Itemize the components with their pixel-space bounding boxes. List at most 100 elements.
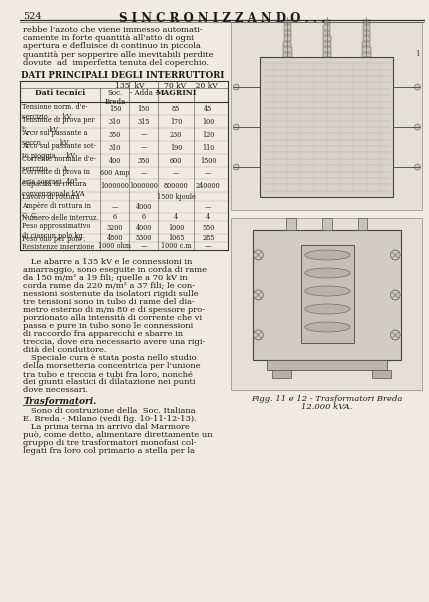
Circle shape xyxy=(414,164,420,170)
Bar xyxy=(284,36,291,40)
Bar xyxy=(323,25,330,29)
Text: Capacità di rottura
convenzionale kVA: Capacità di rottura convenzionale kVA xyxy=(22,180,87,198)
Text: Dati tecnici: Dati tecnici xyxy=(35,89,86,97)
Bar xyxy=(358,218,367,230)
Text: 310: 310 xyxy=(109,143,121,152)
Text: 1000000: 1000000 xyxy=(100,181,129,190)
Text: —: — xyxy=(141,169,147,177)
Circle shape xyxy=(254,330,263,340)
Text: —: — xyxy=(141,242,147,250)
Text: corda rame da 220 m/m² a 37 fili; le con-: corda rame da 220 m/m² a 37 fili; le con… xyxy=(23,282,196,290)
Text: 150: 150 xyxy=(138,105,150,113)
Text: 4800: 4800 xyxy=(107,234,123,242)
Bar xyxy=(324,19,330,24)
Text: Peso approssimativo
di ciascun polo kg.: Peso approssimativo di ciascun polo kg. xyxy=(22,222,91,240)
Text: 1500: 1500 xyxy=(200,157,217,164)
Bar xyxy=(372,370,391,378)
Text: 100: 100 xyxy=(202,117,214,125)
Text: legati fra loro col primario a stella per la: legati fra loro col primario a stella pe… xyxy=(23,447,195,455)
Text: 4000: 4000 xyxy=(136,223,152,232)
Bar xyxy=(323,52,331,57)
Ellipse shape xyxy=(305,268,350,278)
Bar xyxy=(284,19,290,24)
Circle shape xyxy=(390,290,400,300)
Text: Sono di costruzione della  Soc. Italiana: Sono di costruzione della Soc. Italiana xyxy=(23,407,196,415)
Bar xyxy=(323,36,331,40)
Text: Speciale cura è stata posta nello studio: Speciale cura è stata posta nello studio xyxy=(23,354,197,362)
Text: Arco sul passante a
secco . . . . kV: Arco sul passante a secco . . . . kV xyxy=(22,129,88,147)
Text: Tensione di prova per
l' . . . . . kV: Tensione di prova per l' . . . . . kV xyxy=(22,116,95,134)
Ellipse shape xyxy=(305,250,350,260)
Bar xyxy=(253,230,401,360)
Text: 4: 4 xyxy=(174,213,178,221)
Bar xyxy=(267,360,387,370)
Circle shape xyxy=(390,250,400,260)
Circle shape xyxy=(414,84,420,90)
Text: —: — xyxy=(205,169,211,177)
Text: dità del conduttore.: dità del conduttore. xyxy=(23,346,107,354)
Text: dei giunti elastici di dilatazione nei punti: dei giunti elastici di dilatazione nei p… xyxy=(23,378,196,386)
Text: 600 Amp: 600 Amp xyxy=(100,169,130,177)
Text: 315: 315 xyxy=(138,117,150,125)
Text: —: — xyxy=(141,131,147,138)
Text: quantità per sopperire alle inevitabili perdite: quantità per sopperire alle inevitabili … xyxy=(23,51,214,58)
Text: tra tubo e treccia e tubi fra loro, nonché: tra tubo e treccia e tubi fra loro, nonc… xyxy=(23,370,193,378)
Bar xyxy=(322,218,332,230)
Text: può, come detto, alimentare direttamente un: può, come detto, alimentare direttamente… xyxy=(23,431,213,439)
Text: —: — xyxy=(112,203,118,211)
Text: treccia, dove era necessario avere una rigi-: treccia, dove era necessario avere una r… xyxy=(23,338,206,346)
Text: 4000: 4000 xyxy=(136,203,152,211)
Bar xyxy=(363,42,370,46)
Text: gruppo di tre trasformatori monofasi col-: gruppo di tre trasformatori monofasi col… xyxy=(23,439,197,447)
Text: - Adda -: - Adda - xyxy=(130,89,157,97)
Text: Corrente normale d'e-
sercizio . . . A: Corrente normale d'e- sercizio . . . A xyxy=(22,155,96,173)
Text: 600: 600 xyxy=(170,157,182,164)
Text: E. Breda - Milano (vedi fig. 10-11-12-13).: E. Breda - Milano (vedi fig. 10-11-12-13… xyxy=(23,415,197,423)
Text: Lavoro di rottura: Lavoro di rottura xyxy=(22,193,80,201)
Text: di raccordo fra apparecchi e sbarre in: di raccordo fra apparecchi e sbarre in xyxy=(23,330,184,338)
Bar xyxy=(323,42,331,46)
Bar xyxy=(363,25,370,29)
Text: 70 kV    20 kV: 70 kV 20 kV xyxy=(163,82,218,90)
Text: 550: 550 xyxy=(202,223,214,232)
Text: 3200: 3200 xyxy=(107,223,123,232)
Bar xyxy=(323,47,331,52)
Text: 1: 1 xyxy=(415,50,420,58)
Circle shape xyxy=(414,124,420,130)
Text: passa e pure in tubo sono le connessioni: passa e pure in tubo sono le connessioni xyxy=(23,322,193,330)
Text: Figg. 11 e 12 - Trasformatori Breda: Figg. 11 e 12 - Trasformatori Breda xyxy=(251,395,402,403)
Bar xyxy=(301,245,354,343)
Text: 800000: 800000 xyxy=(164,181,188,190)
Text: Arco sul passante sot-
to pioggia . . kV: Arco sul passante sot- to pioggia . . kV xyxy=(22,142,96,160)
Bar xyxy=(284,25,291,29)
Text: amarraggio, sono eseguite in corda di rame: amarraggio, sono eseguite in corda di ra… xyxy=(23,266,207,274)
Text: 350: 350 xyxy=(138,157,150,164)
Text: dovute  ad  imperfetta tenuta del coperchio.: dovute ad imperfetta tenuta del coperchi… xyxy=(23,59,209,67)
Bar xyxy=(363,19,369,24)
Text: 350: 350 xyxy=(109,131,121,138)
Text: S I N C R O N I Z Z A N D O . . .: S I N C R O N I Z Z A N D O . . . xyxy=(119,12,325,25)
Text: 1065: 1065 xyxy=(168,234,184,242)
Text: 1000 ohm: 1000 ohm xyxy=(98,242,131,250)
Circle shape xyxy=(233,84,239,90)
Ellipse shape xyxy=(305,286,350,296)
Bar xyxy=(272,370,291,378)
Text: La prima terna in arrivo dal Marmore: La prima terna in arrivo dal Marmore xyxy=(23,423,190,431)
Bar xyxy=(287,218,296,230)
Bar xyxy=(260,57,393,197)
Text: tre tensioni sono in tubo di rame del dia-: tre tensioni sono in tubo di rame del di… xyxy=(23,298,195,306)
Text: 285: 285 xyxy=(202,234,214,242)
Text: 45: 45 xyxy=(204,105,212,113)
Text: 1000 c.m: 1000 c.m xyxy=(161,242,191,250)
Bar xyxy=(283,47,292,52)
Bar xyxy=(363,36,370,40)
Bar xyxy=(284,42,291,46)
Text: 190: 190 xyxy=(170,143,182,152)
Text: DATI PRINCIPALI DEGLI INTERRUTTORI: DATI PRINCIPALI DEGLI INTERRUTTORI xyxy=(21,71,224,80)
Circle shape xyxy=(254,250,263,260)
Circle shape xyxy=(390,330,400,340)
Text: camente in forte quantità all'atto di ogni: camente in forte quantità all'atto di og… xyxy=(23,34,194,42)
Text: 6: 6 xyxy=(113,213,117,221)
Text: della morsetteria concentrica per l'unione: della morsetteria concentrica per l'unio… xyxy=(23,362,201,370)
Ellipse shape xyxy=(305,322,350,332)
